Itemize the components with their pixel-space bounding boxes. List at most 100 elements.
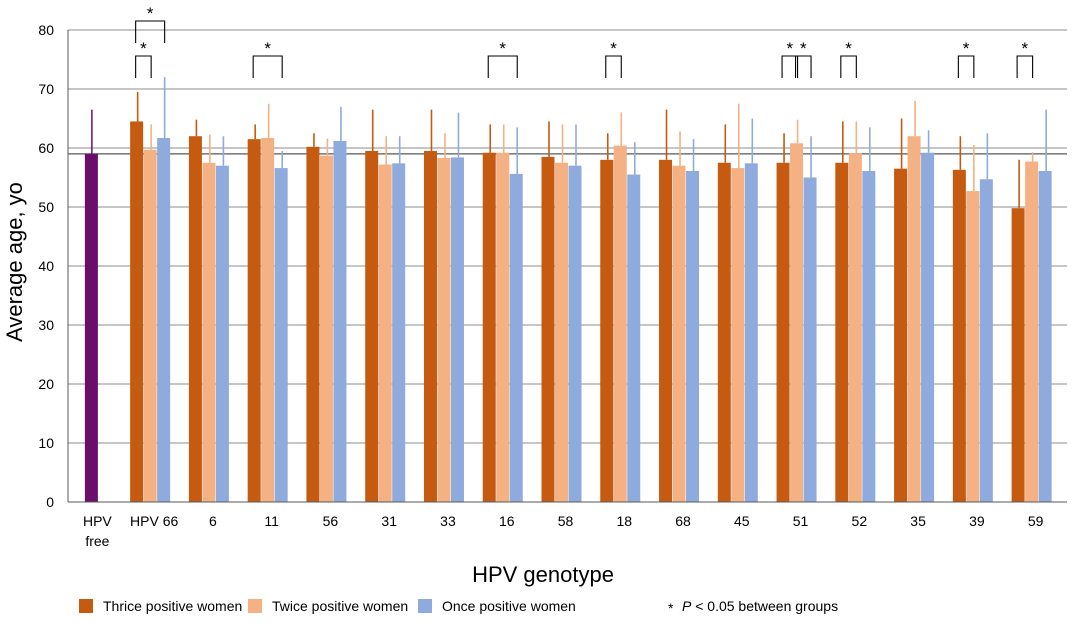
legend-label: Thrice positive women <box>103 598 242 614</box>
bar-11-series-0 <box>247 139 261 502</box>
significance-star: * <box>140 39 147 58</box>
legend-swatch <box>418 599 432 613</box>
bar-33-series-0 <box>423 150 437 502</box>
bar-31-series-0 <box>365 150 379 502</box>
x-axis-title: HPV genotype <box>472 562 614 587</box>
bar-51-series-1 <box>790 143 804 502</box>
x-tick-label: 33 <box>440 513 456 529</box>
error-bars <box>91 77 1047 209</box>
legend-swatch <box>248 599 262 613</box>
x-tick-label: 59 <box>1028 513 1044 529</box>
x-tick-label: 18 <box>616 513 632 529</box>
bar-45-series-2 <box>744 163 758 502</box>
bar-39-series-2 <box>979 179 993 502</box>
significance-star: * <box>147 4 154 23</box>
legend-label: Once positive women <box>442 598 576 614</box>
bar-33-series-1 <box>437 158 451 502</box>
significance-star: * <box>786 39 793 58</box>
y-tick-label: 80 <box>38 22 54 38</box>
bar-56-series-0 <box>306 146 320 502</box>
significance-bracket <box>1016 55 1034 78</box>
bar-hpv-free <box>84 153 98 502</box>
x-tick-label: 6 <box>209 513 217 529</box>
bar-39-series-1 <box>966 191 980 502</box>
y-axis-title: Average age, yo <box>2 182 27 342</box>
bar-52-series-2 <box>862 171 876 502</box>
y-tick-label: 30 <box>38 317 54 333</box>
bar-45-series-1 <box>731 168 745 502</box>
significance-star: * <box>1022 39 1029 58</box>
y-tick-label: 20 <box>38 376 54 392</box>
y-tick-label: 70 <box>38 81 54 97</box>
significance-bracket <box>795 55 812 78</box>
bar-33-series-2 <box>450 157 464 502</box>
bar-51-series-0 <box>776 162 790 502</box>
x-tick-label: 51 <box>793 513 809 529</box>
significance-bracket <box>252 55 283 78</box>
bar-58-series-0 <box>541 156 555 502</box>
x-tick-label: 52 <box>852 513 868 529</box>
bar-52-series-1 <box>848 153 862 502</box>
significance-bracket <box>135 20 166 43</box>
significance-star: * <box>963 39 970 58</box>
significance-brackets: *** * * * * * * * <box>135 4 1034 78</box>
bar-45-series-0 <box>717 162 731 502</box>
bar-39-series-0 <box>952 169 966 502</box>
bar-35-series-2 <box>921 152 935 502</box>
y-tick-label: 40 <box>38 258 54 274</box>
bar-68-series-2 <box>686 171 700 502</box>
significance-bracket <box>135 55 152 78</box>
bars <box>84 121 1052 503</box>
significance-star: * <box>499 39 506 58</box>
significance-bracket <box>487 55 518 78</box>
bar-58-series-1 <box>555 162 568 502</box>
bar-6-series-2 <box>215 165 229 502</box>
legend-label: Twice positive women <box>272 598 408 614</box>
bar-11-series-1 <box>261 137 275 502</box>
legend-significance-note: P < 0.05 between groups <box>682 598 838 614</box>
bar-59-series-1 <box>1025 161 1039 502</box>
x-tick-label: HPV 66 <box>130 513 178 529</box>
significance-star: * <box>610 39 617 58</box>
axes <box>67 30 1067 503</box>
bar-hpv-66-series-2 <box>157 137 171 502</box>
bar-35-series-0 <box>894 168 908 502</box>
legend-significance-star: * <box>668 600 674 616</box>
bar-18-series-1 <box>613 145 627 502</box>
tick-labels: 0 10 20 30 40 50 60 70 80 HPV free HPV 66 6 11 56 31 33 1… <box>38 22 1043 549</box>
y-tick-label: 60 <box>38 140 54 156</box>
bar-18-series-0 <box>600 159 614 503</box>
x-tick-label: 58 <box>558 513 574 529</box>
significance-star: * <box>845 39 852 58</box>
y-tick-label: 10 <box>38 435 54 451</box>
bar-16-series-2 <box>509 173 523 502</box>
x-tick-label: 35 <box>910 513 926 529</box>
x-tick-label-hpv-free: HPV <box>83 513 112 529</box>
significance-bracket <box>605 55 622 78</box>
significance-star: * <box>800 39 807 58</box>
bar-31-series-1 <box>378 164 392 502</box>
x-tick-label: 68 <box>675 513 691 529</box>
bar-31-series-2 <box>392 163 406 502</box>
bar-16-series-1 <box>496 152 510 502</box>
significance-bracket <box>781 55 799 78</box>
x-tick-label: 56 <box>323 513 339 529</box>
x-tick-label-hpv-free: free <box>85 533 109 549</box>
bar-52-series-0 <box>835 162 849 502</box>
bar-35-series-1 <box>907 136 921 502</box>
bar-hpv-66-series-0 <box>130 121 144 502</box>
significance-star: * <box>264 39 271 58</box>
x-tick-label: 16 <box>499 513 515 529</box>
bar-6-series-1 <box>202 162 216 502</box>
bar-16-series-0 <box>482 152 496 502</box>
significance-bracket <box>957 55 975 78</box>
y-tick-label: 0 <box>46 494 54 510</box>
bar-6-series-0 <box>188 136 202 502</box>
y-tick-label: 50 <box>38 199 54 215</box>
x-tick-label: 39 <box>969 513 985 529</box>
x-tick-label: 45 <box>734 513 750 529</box>
bar-68-series-0 <box>659 159 673 503</box>
bar-58-series-2 <box>568 165 582 502</box>
bar-51-series-2 <box>803 177 817 502</box>
